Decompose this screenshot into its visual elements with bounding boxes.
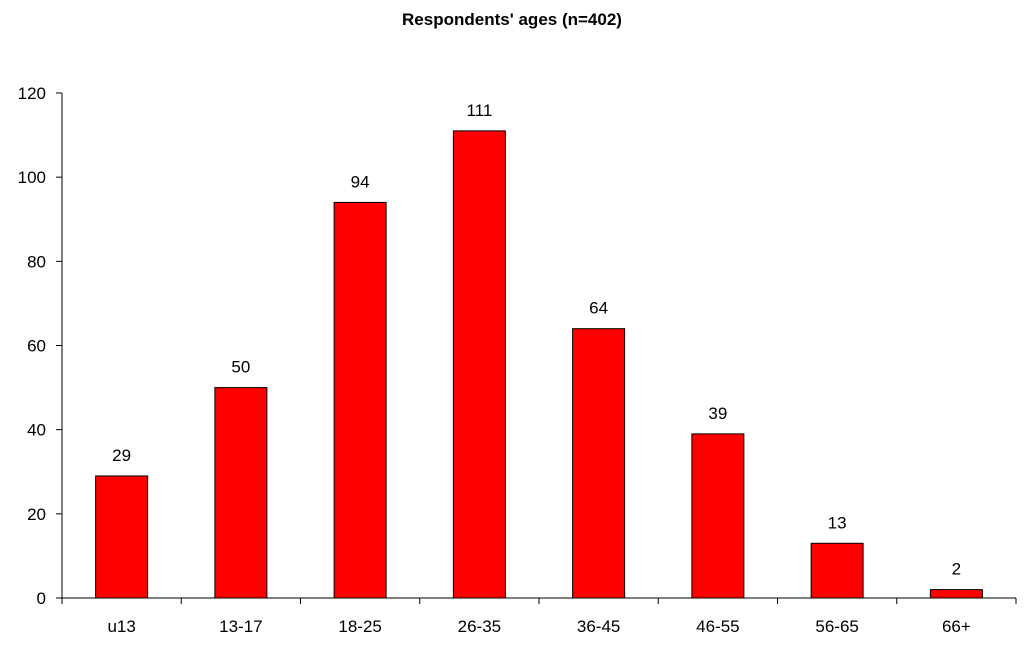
y-tick-label: 60 [27, 337, 46, 356]
y-tick-label: 0 [37, 589, 46, 608]
data-label: 2 [952, 560, 961, 579]
bar-66+ [929, 589, 983, 599]
bar-56-65 [810, 542, 864, 599]
y-axis: 0 20 40 60 80 100 120 [18, 84, 63, 608]
data-label: 39 [708, 404, 727, 423]
y-tick-label: 80 [27, 252, 46, 271]
x-tick-label: 26-35 [458, 617, 501, 636]
bar-46-55 [691, 433, 745, 599]
data-label: 64 [589, 299, 608, 318]
y-tick-label: 40 [27, 421, 46, 440]
y-tick-label: 20 [27, 505, 46, 524]
bar-u13 [95, 475, 149, 599]
x-tick-label: 18-25 [338, 617, 381, 636]
bar-18-25 [333, 201, 387, 599]
data-labels: 29 50 94 111 64 39 13 2 [112, 101, 961, 579]
x-tick-label: 66+ [942, 617, 971, 636]
data-label: 111 [466, 101, 492, 120]
chart-title: Respondents' ages (n=402) [402, 10, 622, 29]
bar-13-17 [214, 387, 268, 599]
x-tick-label: 13-17 [219, 617, 262, 636]
data-label: 13 [828, 513, 847, 532]
x-tick-label: 36-45 [577, 617, 620, 636]
x-tick-label: 46-55 [696, 617, 739, 636]
data-label: 94 [351, 172, 370, 191]
bar-26-35 [452, 130, 506, 599]
x-tick-label: 56-65 [815, 617, 858, 636]
data-label: 29 [112, 446, 131, 465]
bar-36-45 [572, 328, 626, 599]
bars [95, 130, 983, 599]
y-tick-label: 120 [18, 84, 46, 103]
data-label: 50 [231, 358, 250, 377]
y-tick-label: 100 [18, 168, 46, 187]
x-tick-label: u13 [107, 617, 135, 636]
x-axis: u13 13-17 18-25 26-35 36-45 46-55 56-65 66+ [61, 597, 1017, 636]
